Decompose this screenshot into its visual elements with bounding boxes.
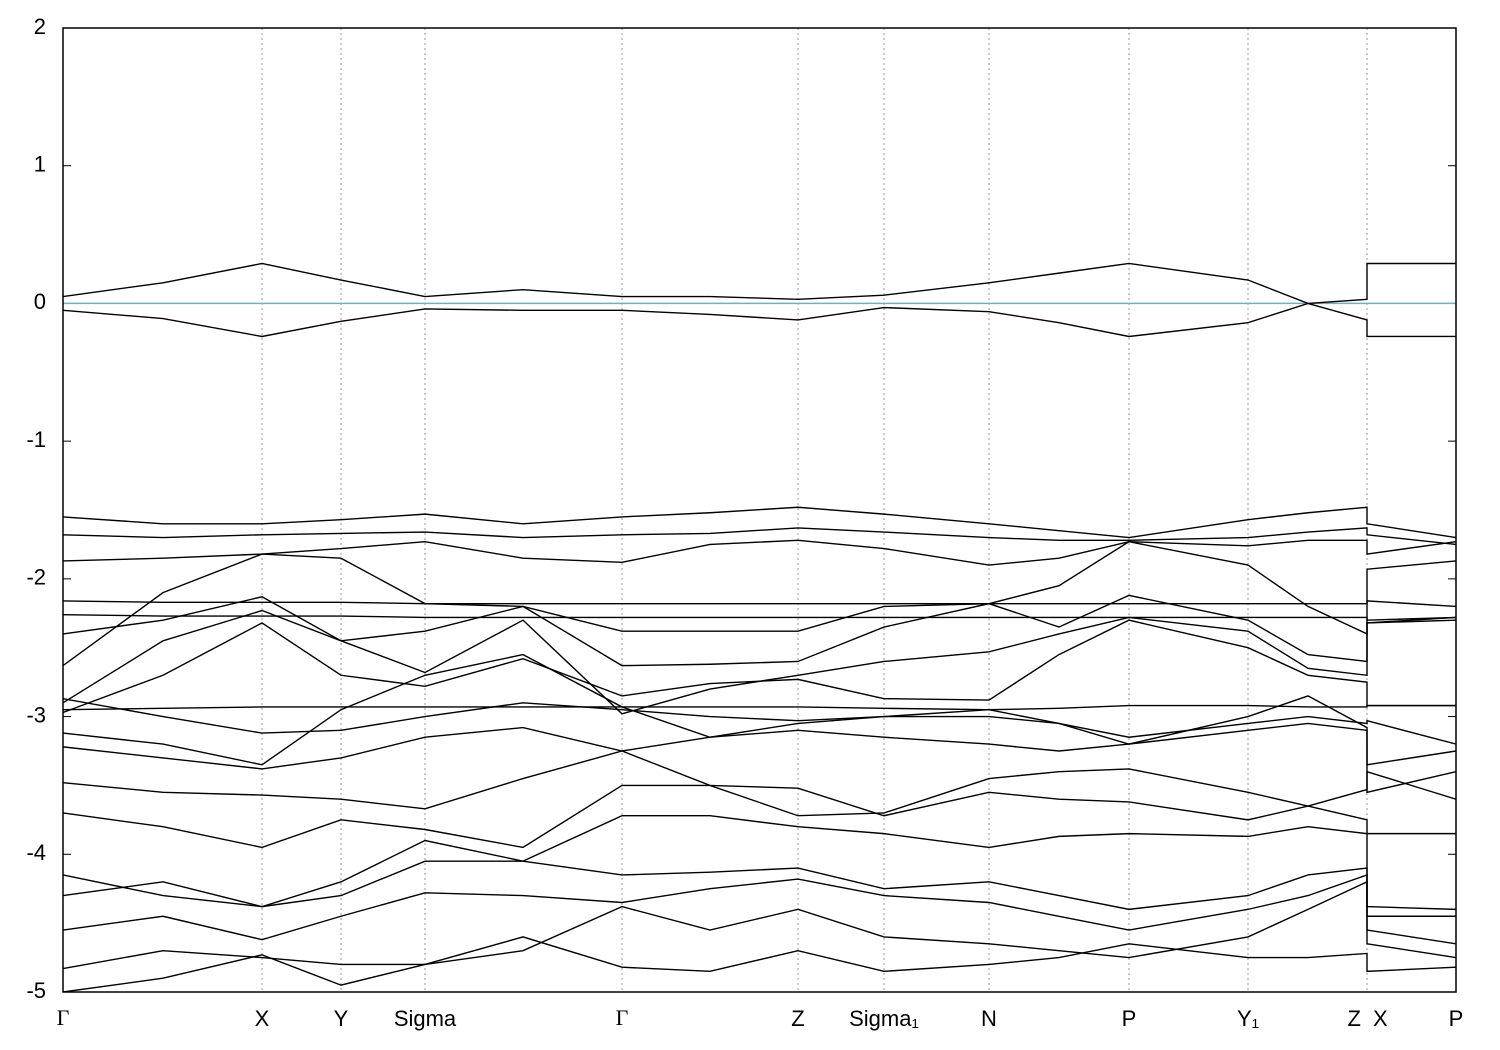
x-tick-label: Z [791, 1006, 804, 1031]
band-line [63, 768, 1456, 849]
y-tick-label: -4 [26, 840, 46, 865]
band-line [63, 704, 1456, 711]
band-line [63, 815, 1456, 911]
band-line [63, 540, 1456, 667]
band-line [63, 697, 1456, 745]
x-tick-label: Y₁ [1237, 1006, 1259, 1031]
band-line [63, 860, 1456, 917]
x-tick-label: X [1373, 1006, 1388, 1031]
y-tick-label: 1 [34, 152, 46, 177]
band-line [63, 609, 1456, 715]
band-line [63, 653, 1456, 766]
band-line [63, 539, 1456, 566]
x-tick-label: Γ [57, 1005, 70, 1030]
x-tick-label: Γ [616, 1005, 629, 1030]
plot-frame [62, 27, 1457, 993]
band-line [63, 613, 1456, 621]
y-tick-label: 0 [34, 289, 46, 314]
band-line [63, 619, 1456, 714]
x-tick-label: Y [334, 1006, 349, 1031]
x-tick-label: Sigma₁ [849, 1006, 919, 1031]
band-line [63, 722, 1456, 794]
x-tick-label: P [1449, 1006, 1464, 1031]
band-line [63, 506, 1456, 539]
band-line [63, 873, 1456, 945]
y-tick-label: -3 [26, 702, 46, 727]
band-line [63, 302, 1456, 338]
y-tick-label: -2 [26, 565, 46, 590]
band-line [63, 880, 1456, 970]
band-line [63, 750, 1456, 821]
bands [63, 262, 1456, 992]
y-tick-label: -1 [26, 427, 46, 452]
x-tick-label: P [1122, 1006, 1137, 1031]
band-line [63, 527, 1456, 546]
x-tick-label: N [981, 1006, 997, 1031]
y-tick-label: -5 [26, 978, 46, 1003]
x-tick-label: Z [1348, 1006, 1361, 1031]
band-line [63, 936, 1456, 992]
band-line [63, 262, 1456, 305]
band-line [63, 594, 1456, 667]
band-line [63, 600, 1456, 608]
x-tick-label: X [255, 1006, 270, 1031]
y-tick-label: 2 [34, 14, 46, 39]
x-tick-label: Sigma [394, 1006, 457, 1031]
